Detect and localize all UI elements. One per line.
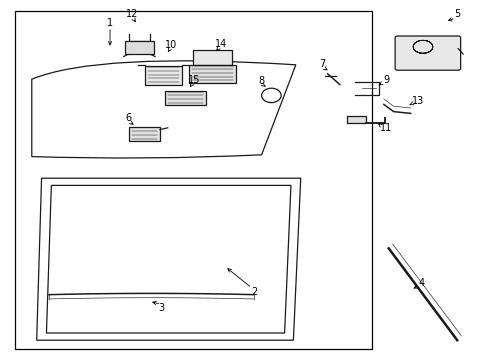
Bar	[193, 50, 232, 65]
Text: 1: 1	[107, 18, 113, 28]
Text: 13: 13	[411, 96, 424, 106]
Text: 3: 3	[158, 303, 164, 313]
Text: 11: 11	[379, 123, 392, 133]
Bar	[124, 41, 154, 54]
Text: 14: 14	[214, 39, 227, 49]
Text: 4: 4	[418, 278, 424, 288]
Bar	[145, 66, 182, 85]
Text: 2: 2	[251, 287, 257, 297]
Bar	[346, 116, 365, 123]
Text: 10: 10	[164, 40, 177, 50]
Text: 12: 12	[125, 9, 138, 19]
FancyBboxPatch shape	[394, 36, 460, 70]
Bar	[15, 11, 371, 349]
Text: 5: 5	[453, 9, 459, 19]
Text: 7: 7	[319, 59, 325, 69]
Bar	[165, 91, 206, 105]
Text: 9: 9	[383, 75, 388, 85]
Bar	[189, 65, 236, 83]
Bar	[128, 127, 160, 141]
Text: 6: 6	[125, 113, 131, 123]
Text: 8: 8	[258, 76, 264, 86]
Text: 15: 15	[188, 75, 201, 85]
